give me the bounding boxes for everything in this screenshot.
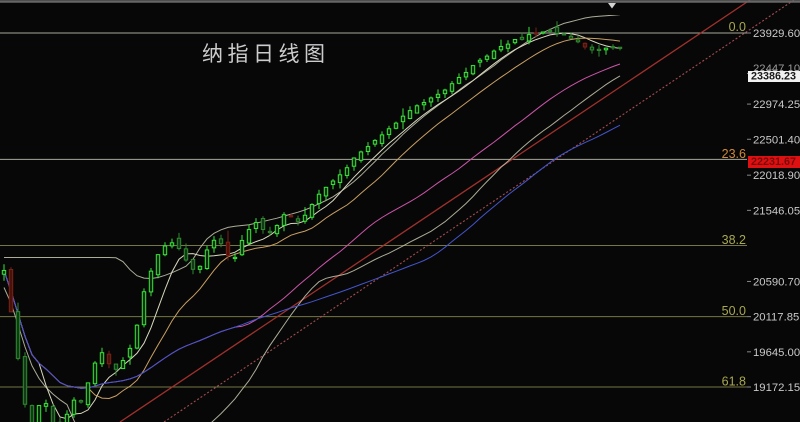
svg-text:0.0: 0.0 xyxy=(729,20,746,34)
svg-text:19645.00: 19645.00 xyxy=(753,347,800,359)
svg-text:23929.60: 23929.60 xyxy=(753,28,800,40)
svg-text:21546.05: 21546.05 xyxy=(753,205,800,217)
svg-text:23.6: 23.6 xyxy=(722,147,746,161)
svg-text:20590.70: 20590.70 xyxy=(753,276,800,288)
svg-text:20117.85: 20117.85 xyxy=(753,312,799,324)
svg-text:22974.25: 22974.25 xyxy=(753,99,800,111)
svg-text:19172.15: 19172.15 xyxy=(753,382,800,394)
svg-text:22018.90: 22018.90 xyxy=(753,170,800,182)
svg-text:50.0: 50.0 xyxy=(722,304,746,318)
svg-text:23386.23: 23386.23 xyxy=(751,71,796,83)
svg-text:22231.67: 22231.67 xyxy=(751,156,796,168)
svg-text:61.8: 61.8 xyxy=(722,375,746,389)
svg-text:22501.40: 22501.40 xyxy=(753,134,800,146)
svg-text:38.2: 38.2 xyxy=(722,233,746,247)
